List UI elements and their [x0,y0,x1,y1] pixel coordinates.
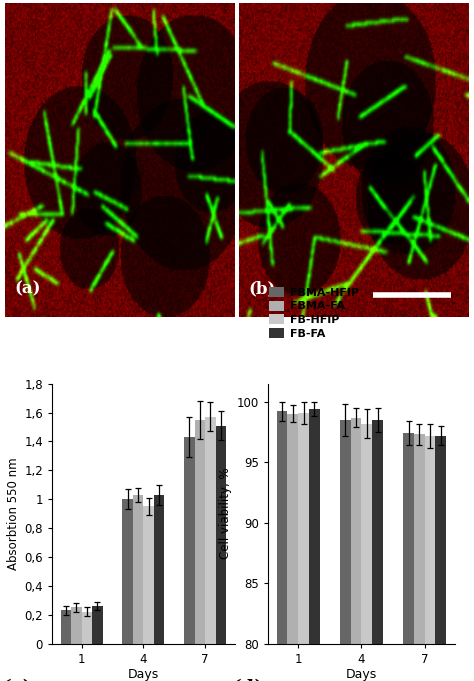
Bar [216,426,226,644]
Bar [133,495,143,644]
Bar [361,424,372,681]
Bar [309,409,319,681]
Text: (a): (a) [14,281,40,298]
Bar [71,607,82,644]
Y-axis label: Cell viability, %: Cell viability, % [219,468,232,559]
Y-axis label: Absorbtion 550 nm: Absorbtion 550 nm [7,458,20,570]
Bar [205,417,216,644]
Bar [92,606,103,644]
X-axis label: Days: Days [128,668,159,681]
Bar [194,419,205,644]
Bar [436,436,446,681]
Bar [425,436,436,681]
Bar [82,612,92,644]
X-axis label: Days: Days [346,668,377,681]
Bar [287,414,298,681]
Bar [122,499,133,644]
Legend: FBMA-HFIP, FBMA-FA, FB-HFIP, FB-FA: FBMA-HFIP, FBMA-FA, FB-HFIP, FB-FA [269,287,359,338]
Text: (d): (d) [230,679,263,681]
Text: (c): (c) [1,679,31,681]
Bar [298,413,309,681]
Bar [351,417,361,681]
Bar [143,507,154,644]
Bar [154,495,164,644]
Text: (b): (b) [248,281,276,298]
Bar [184,437,194,644]
Bar [61,610,71,644]
Bar [403,433,414,681]
Bar [277,411,287,681]
Bar [414,434,425,681]
Bar [340,420,351,681]
Bar [372,420,383,681]
